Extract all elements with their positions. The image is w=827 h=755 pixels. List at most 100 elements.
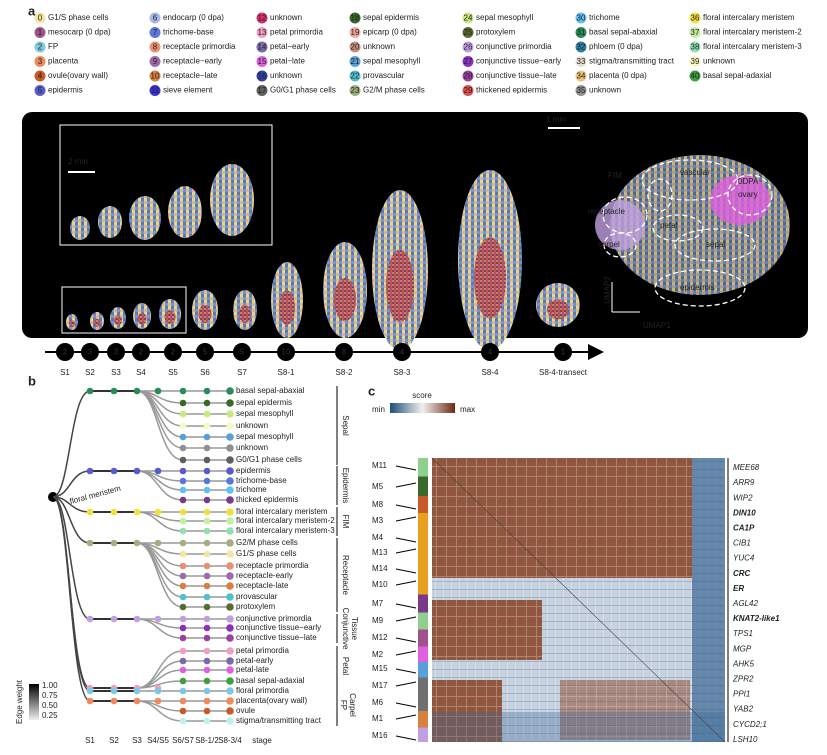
tree-node: [133, 539, 141, 547]
leaf-node: [226, 615, 234, 623]
leaf-node: [226, 593, 234, 601]
legend-label: sepal mesophyll: [476, 13, 534, 22]
tree-node: [154, 467, 162, 475]
tree-node: [154, 539, 162, 547]
tree-node: [179, 410, 187, 418]
leaf-node: [226, 572, 234, 580]
leaf-node: [226, 647, 234, 655]
gene-label: ER: [733, 584, 744, 593]
tree-node: [203, 527, 211, 535]
module-label: M14: [372, 564, 388, 573]
tissue-images: 2 mm 1 mm: [59, 115, 580, 350]
group-label: Sepal: [341, 415, 350, 436]
tree-node: [179, 634, 187, 642]
module-label: M7: [372, 599, 384, 608]
stage-name: S8-4: [482, 368, 499, 377]
module-tick: [395, 735, 417, 741]
module-segment: [418, 458, 428, 477]
legend-id: 28: [464, 72, 473, 81]
stage-count: 2: [63, 348, 68, 357]
tree-node: [154, 615, 162, 623]
legend-swatch: [689, 41, 701, 53]
legend-label: conjunctive primordia: [476, 42, 552, 51]
stage-axis-label: stage: [252, 736, 272, 745]
stage-axis-label: S4/S5: [147, 736, 169, 745]
legend-label: receptacle primordia: [163, 42, 236, 51]
stage-count: 2: [139, 348, 144, 357]
tree-node: [133, 697, 141, 705]
tree-node: [179, 496, 187, 504]
legend-label: G0/G1 phase cells: [270, 86, 336, 95]
umap-label: FIM: [608, 171, 622, 180]
tree-node: [179, 677, 187, 685]
legend-id: 20: [351, 43, 360, 52]
tree-node: [179, 707, 187, 715]
module-label: M9: [372, 616, 384, 625]
legend-label: receptacle−late: [163, 71, 218, 80]
scale-label: 1 mm: [546, 115, 566, 124]
tree-node: [110, 387, 118, 395]
legend-swatch: [256, 85, 268, 96]
inset: [59, 124, 273, 246]
organ-core: [547, 299, 569, 320]
tree-node: [203, 593, 211, 601]
legend-label: epicarp (0 dpa): [363, 28, 417, 37]
panel-label: b: [28, 373, 36, 388]
legend-swatch: [149, 27, 161, 38]
leaf-label: trichome-base: [236, 476, 287, 485]
tree-node: [179, 603, 187, 611]
legend-label: petal−late: [270, 57, 305, 66]
tree-node: [203, 562, 211, 570]
module-segment: [418, 577, 428, 595]
inset-organ: [168, 186, 202, 238]
module-segment: [418, 629, 428, 647]
tree-node: [179, 593, 187, 601]
module-tick: [395, 568, 417, 574]
edge-weight-tick: 0.75: [42, 691, 58, 700]
tree-node: [203, 697, 211, 705]
leaf-node: [226, 550, 234, 558]
stage-axis-label: S8-3/4: [218, 736, 242, 745]
score-title: score: [412, 391, 432, 400]
leaf-node: [226, 517, 234, 525]
legend-swatch: [149, 41, 161, 53]
tree-node: [203, 677, 211, 685]
legend-id: 16: [258, 72, 267, 81]
legend-id: 4: [38, 72, 43, 81]
stage-marker: [481, 343, 499, 361]
leaf-node: [226, 467, 234, 475]
legend-swatch: [34, 27, 46, 38]
legend-swatch: [462, 56, 474, 67]
tree-node: [203, 657, 211, 665]
leaf-label: petal primordia: [236, 646, 289, 655]
stage-name: S4: [136, 368, 146, 377]
tree-node: [203, 477, 211, 485]
gene-label: ARR9: [732, 478, 755, 487]
stage-axis-label: S3: [132, 736, 142, 745]
module-segment: [418, 612, 428, 630]
legend-label: floral intercalary meristem-2: [703, 28, 802, 37]
leaf-node: [226, 444, 234, 452]
tree-node: [154, 687, 162, 695]
leaf-label: ovule: [236, 706, 256, 715]
legend-label: placenta: [48, 57, 79, 66]
tree-node: [179, 647, 187, 655]
leaf-node: [226, 677, 234, 685]
module-label: M16: [372, 731, 388, 740]
stage-marker: [132, 343, 150, 361]
legend-id: 1: [38, 28, 43, 37]
module-segment: [418, 594, 428, 613]
tree-node: [110, 467, 118, 475]
module-tick: [395, 668, 417, 674]
stage-axis-label: S6/S7: [172, 736, 194, 745]
tree-node: [203, 717, 211, 725]
module-tick: [395, 603, 417, 609]
module-segment: [418, 646, 428, 662]
module-label: M5: [372, 482, 384, 491]
legend-id: 27: [464, 57, 473, 66]
stage-name: S8-4-transect: [539, 368, 588, 377]
legend-swatch: [462, 70, 474, 82]
legend-id: 12: [258, 14, 267, 23]
score-bar: [390, 403, 455, 413]
legend-id: 3: [38, 57, 43, 66]
